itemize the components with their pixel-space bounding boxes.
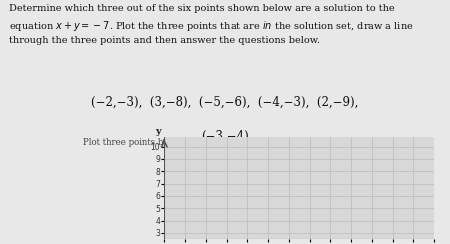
Text: (−2,−3),  (3,−8),  (−5,−6),  (−4,−3),  (2,−9),: (−2,−3), (3,−8), (−5,−6), (−4,−3), (2,−9… bbox=[91, 96, 359, 109]
Text: Plot three points by clicking. You can delete a point by clicking it.: Plot three points by clicking. You can d… bbox=[83, 138, 367, 147]
Text: y: y bbox=[155, 127, 161, 136]
Text: Determine which three out of the six points shown below are a solution to the
eq: Determine which three out of the six poi… bbox=[9, 4, 414, 45]
Text: (−3,−4): (−3,−4) bbox=[201, 130, 249, 143]
